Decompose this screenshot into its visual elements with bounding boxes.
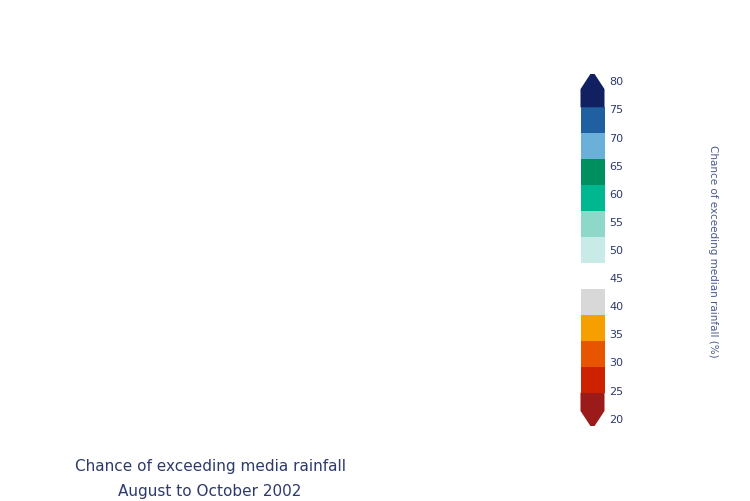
Polygon shape (580, 186, 604, 211)
Text: 35: 35 (609, 330, 623, 340)
Polygon shape (580, 237, 604, 264)
Text: 25: 25 (609, 386, 623, 396)
Text: 60: 60 (609, 189, 623, 199)
Polygon shape (580, 108, 604, 134)
Text: 70: 70 (609, 133, 623, 143)
Text: Chance of exceeding median rainfall (%): Chance of exceeding median rainfall (%) (707, 144, 718, 357)
Polygon shape (580, 315, 604, 341)
Polygon shape (580, 211, 604, 237)
Polygon shape (580, 264, 604, 290)
Text: Chance of exceeding media rainfall: Chance of exceeding media rainfall (74, 458, 346, 473)
Text: 45: 45 (609, 274, 623, 284)
Polygon shape (580, 341, 604, 367)
Polygon shape (580, 290, 604, 315)
Text: 50: 50 (609, 245, 623, 256)
Text: August to October 2002: August to October 2002 (118, 483, 302, 498)
Text: 20: 20 (609, 414, 623, 424)
Text: 55: 55 (609, 217, 623, 227)
Polygon shape (580, 134, 604, 160)
Polygon shape (580, 367, 604, 393)
Text: 65: 65 (609, 161, 623, 171)
Text: 30: 30 (609, 358, 623, 368)
Polygon shape (580, 72, 604, 108)
Text: 75: 75 (609, 105, 623, 115)
Text: 40: 40 (609, 302, 623, 312)
Polygon shape (580, 160, 604, 186)
Polygon shape (580, 393, 604, 429)
Text: 80: 80 (609, 77, 623, 87)
